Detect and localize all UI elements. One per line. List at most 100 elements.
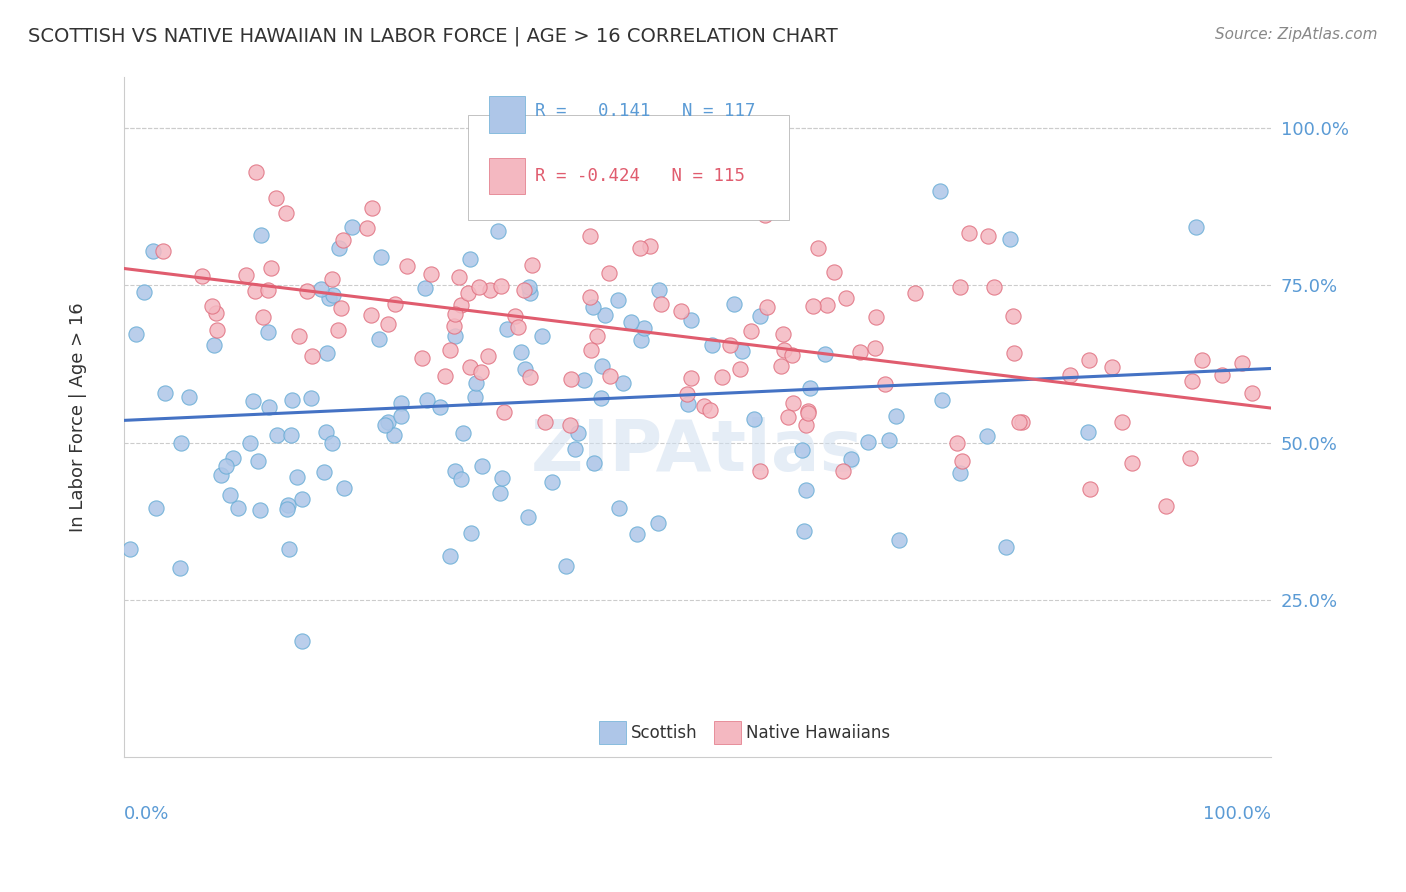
Point bbox=[793, 524, 815, 538]
Point bbox=[434, 368, 457, 383]
Point bbox=[321, 272, 343, 286]
Point bbox=[415, 392, 437, 407]
Point bbox=[505, 310, 527, 324]
Point bbox=[633, 321, 655, 335]
Point bbox=[295, 284, 318, 298]
Point bbox=[280, 427, 302, 442]
Point bbox=[479, 284, 502, 298]
Point bbox=[315, 425, 337, 439]
Point bbox=[839, 452, 862, 467]
Point bbox=[755, 300, 778, 314]
Point bbox=[278, 541, 301, 556]
Point bbox=[650, 297, 672, 311]
Point bbox=[274, 206, 297, 220]
Text: R = -0.424   N = 115: R = -0.424 N = 115 bbox=[534, 167, 745, 185]
Point bbox=[470, 366, 492, 380]
Point bbox=[801, 299, 824, 313]
FancyBboxPatch shape bbox=[599, 722, 626, 745]
Point bbox=[226, 500, 249, 515]
Point bbox=[572, 373, 595, 387]
Point bbox=[277, 498, 299, 512]
Point bbox=[496, 321, 519, 335]
Point bbox=[849, 345, 872, 359]
Point bbox=[439, 549, 461, 563]
Point bbox=[264, 191, 287, 205]
Point bbox=[782, 396, 804, 410]
Point bbox=[458, 359, 481, 374]
Point bbox=[749, 464, 772, 478]
Point bbox=[607, 501, 630, 516]
Point bbox=[257, 325, 280, 339]
Point bbox=[1184, 220, 1206, 235]
Point bbox=[235, 268, 257, 282]
Point bbox=[865, 341, 887, 355]
Point bbox=[693, 399, 716, 413]
Point bbox=[723, 297, 745, 311]
Point bbox=[252, 310, 274, 324]
Point bbox=[256, 284, 278, 298]
Point bbox=[1008, 415, 1031, 429]
Point bbox=[929, 185, 952, 199]
Point bbox=[205, 323, 228, 337]
Point bbox=[301, 349, 323, 363]
Point bbox=[356, 220, 378, 235]
Point bbox=[807, 242, 830, 256]
Point bbox=[370, 250, 392, 264]
Point bbox=[1121, 456, 1143, 470]
Point bbox=[1232, 356, 1254, 370]
Point bbox=[396, 259, 419, 273]
Point bbox=[450, 298, 472, 312]
Point bbox=[132, 285, 155, 299]
Point bbox=[489, 485, 512, 500]
Point bbox=[242, 393, 264, 408]
Point bbox=[823, 265, 845, 279]
Point bbox=[450, 472, 472, 486]
Point bbox=[983, 280, 1005, 294]
Point bbox=[519, 369, 541, 384]
Point bbox=[554, 559, 576, 574]
Point bbox=[1078, 352, 1101, 367]
Point bbox=[513, 362, 536, 376]
Point bbox=[291, 633, 314, 648]
Point bbox=[280, 392, 302, 407]
Point bbox=[1180, 451, 1202, 466]
Point bbox=[464, 376, 486, 391]
Point bbox=[218, 488, 240, 502]
Point bbox=[630, 334, 652, 348]
Point bbox=[247, 454, 270, 468]
Point bbox=[1101, 359, 1123, 374]
Point bbox=[468, 279, 491, 293]
Point bbox=[699, 403, 721, 417]
Point bbox=[998, 232, 1021, 246]
FancyBboxPatch shape bbox=[489, 158, 526, 194]
Point bbox=[287, 470, 309, 484]
Point bbox=[444, 464, 467, 478]
Point bbox=[330, 301, 353, 316]
Point bbox=[439, 343, 461, 358]
Point bbox=[484, 202, 506, 216]
Point bbox=[1211, 368, 1233, 382]
Point bbox=[792, 442, 814, 457]
Point bbox=[586, 329, 609, 343]
Text: ZIPAtlas: ZIPAtlas bbox=[531, 417, 863, 486]
Point bbox=[259, 400, 281, 414]
Point bbox=[749, 309, 772, 323]
Point bbox=[266, 427, 288, 442]
Point bbox=[464, 390, 486, 404]
Point bbox=[555, 129, 578, 144]
FancyBboxPatch shape bbox=[713, 722, 741, 745]
Point bbox=[678, 397, 700, 411]
Point bbox=[420, 267, 443, 281]
Point bbox=[444, 307, 467, 321]
Point bbox=[513, 283, 536, 297]
Text: SCOTTISH VS NATIVE HAWAIIAN IN LABOR FORCE | AGE > 16 CORRELATION CHART: SCOTTISH VS NATIVE HAWAIIAN IN LABOR FOR… bbox=[28, 27, 838, 46]
Point bbox=[591, 391, 613, 405]
Point bbox=[718, 337, 741, 351]
Point bbox=[754, 208, 776, 222]
Text: 100.0%: 100.0% bbox=[1204, 805, 1271, 823]
Point bbox=[492, 405, 515, 419]
Point bbox=[702, 338, 724, 352]
Point bbox=[361, 202, 384, 216]
Point bbox=[814, 346, 837, 360]
Point bbox=[799, 381, 821, 395]
